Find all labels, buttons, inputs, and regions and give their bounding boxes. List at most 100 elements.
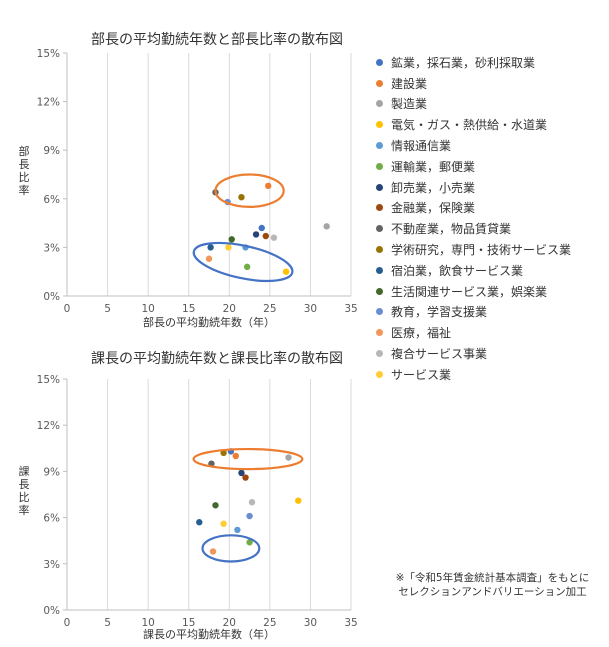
legend-item: 宿泊業，飲食サービス業 <box>376 260 606 281</box>
highlight-ellipse <box>214 173 285 209</box>
y-axis-label: 部長比率 <box>19 144 30 197</box>
legend-item: 運輸業，郵便業 <box>376 156 606 177</box>
y-tick-label: 3% <box>43 559 60 571</box>
data-point <box>232 452 239 460</box>
data-point <box>270 234 278 241</box>
x-tick-label: 10 <box>141 303 154 315</box>
y-tick-label: 12% <box>37 420 60 432</box>
legend-marker <box>376 204 383 212</box>
data-point <box>243 263 251 271</box>
legend-item: 金融業，保険業 <box>376 198 606 219</box>
data-point <box>282 268 290 275</box>
y-tick-label: 3% <box>43 242 60 254</box>
data-point <box>238 469 245 477</box>
x-tick-label: 20 <box>223 617 236 629</box>
data-point <box>285 454 292 461</box>
data-point <box>205 255 213 262</box>
data-point <box>209 548 217 555</box>
legend-item: 情報通信業 <box>376 135 606 156</box>
legend-marker <box>376 370 383 378</box>
x-tick-label: 10 <box>141 617 154 629</box>
data-point <box>196 519 203 526</box>
legend-marker <box>376 183 383 191</box>
x-tick-label: 25 <box>263 617 276 629</box>
legend-marker <box>376 58 383 66</box>
x-tick-label: 5 <box>104 303 111 315</box>
data-point <box>228 236 235 243</box>
x-tick-label: 35 <box>344 617 357 629</box>
legend-label: 情報通信業 <box>391 139 452 154</box>
y-axis-label: 課長比率 <box>19 464 30 517</box>
legend-item: 建設業 <box>376 73 606 94</box>
x-tick-label: 35 <box>344 303 357 315</box>
legend-marker <box>376 79 383 87</box>
legend-label: 学術研究，専門・技術サービス業 <box>391 243 572 258</box>
data-point <box>265 182 272 190</box>
data-point <box>262 232 269 240</box>
highlight-ellipse <box>201 534 261 563</box>
data-point <box>248 499 256 506</box>
legend-item: 教育，学習支援業 <box>376 302 606 323</box>
legend-marker <box>376 142 383 150</box>
legend-label: 複合サービス事業 <box>391 347 488 362</box>
x-tick-label: 25 <box>263 303 276 315</box>
data-point <box>207 244 214 251</box>
data-point <box>212 502 219 509</box>
legend-label: 運輸業，郵便業 <box>391 159 476 174</box>
legend-marker <box>376 121 383 129</box>
data-point <box>234 526 241 534</box>
data-point <box>238 193 245 201</box>
legend-marker <box>376 350 383 358</box>
legend-marker <box>376 225 383 233</box>
legend-item: 学術研究，専門・技術サービス業 <box>376 239 606 260</box>
legend-item: 生活関連サービス業，娯楽業 <box>376 281 606 302</box>
legend-label: 製造業 <box>391 97 428 112</box>
y-tick-label: 6% <box>43 513 60 525</box>
data-point <box>246 512 253 520</box>
data-point <box>242 474 249 481</box>
y-tick-label: 12% <box>37 97 60 109</box>
y-tick-label: 0% <box>43 605 60 617</box>
y-tick-label: 9% <box>43 466 60 478</box>
legend-marker <box>376 329 383 337</box>
chart-legend: 鉱業，採石業，砂利採取業建設業製造業電気・ガス・熱供給・水道業情報通信業運輸業，… <box>376 52 606 385</box>
x-axis-label: 部長の平均勤続年数（年） <box>143 315 275 329</box>
legend-label: 不動産業，物品賃貸業 <box>391 222 512 237</box>
x-tick-label: 20 <box>223 303 236 315</box>
legend-item: 卸売業，小売業 <box>376 177 606 198</box>
data-point <box>252 231 260 238</box>
y-tick-label: 9% <box>43 145 60 157</box>
legend-item: 電気・ガス・熱供給・水道業 <box>376 114 606 135</box>
data-point <box>258 224 265 232</box>
legend-label: サービス業 <box>391 367 452 382</box>
legend-marker <box>376 246 383 254</box>
x-tick-label: 30 <box>304 617 317 629</box>
legend-item: 不動産業，物品賃貸業 <box>376 218 606 239</box>
x-tick-label: 15 <box>182 303 195 315</box>
legend-label: 医療，福祉 <box>391 326 452 341</box>
x-tick-label: 0 <box>64 303 71 315</box>
x-tick-label: 5 <box>104 617 111 629</box>
highlight-ellipse <box>192 447 304 471</box>
highlight-ellipse <box>192 241 294 283</box>
legend-marker <box>376 287 383 295</box>
y-tick-label: 15% <box>37 374 60 386</box>
legend-item: 複合サービス事業 <box>376 343 606 364</box>
legend-label: 生活関連サービス業，娯楽業 <box>391 284 548 299</box>
legend-item: 製造業 <box>376 94 606 115</box>
data-point <box>295 497 302 504</box>
legend-item: 鉱業，採石業，砂利採取業 <box>376 52 606 73</box>
legend-label: 鉱業，採石業，砂利採取業 <box>391 55 536 70</box>
legend-item: サービス業 <box>376 364 606 385</box>
chart-title: 課長の平均勤続年数と課長比率の散布図 <box>91 350 343 367</box>
data-point <box>323 223 330 230</box>
legend-label: 卸売業，小売業 <box>391 180 476 195</box>
legend-item: 医療，福祉 <box>376 322 606 343</box>
y-tick-label: 0% <box>43 291 60 303</box>
data-point <box>246 539 253 546</box>
legend-marker <box>376 308 383 316</box>
legend-label: 教育，学習支援業 <box>391 305 488 320</box>
x-tick-label: 30 <box>304 303 317 315</box>
legend-label: 宿泊業，飲食サービス業 <box>391 263 524 278</box>
